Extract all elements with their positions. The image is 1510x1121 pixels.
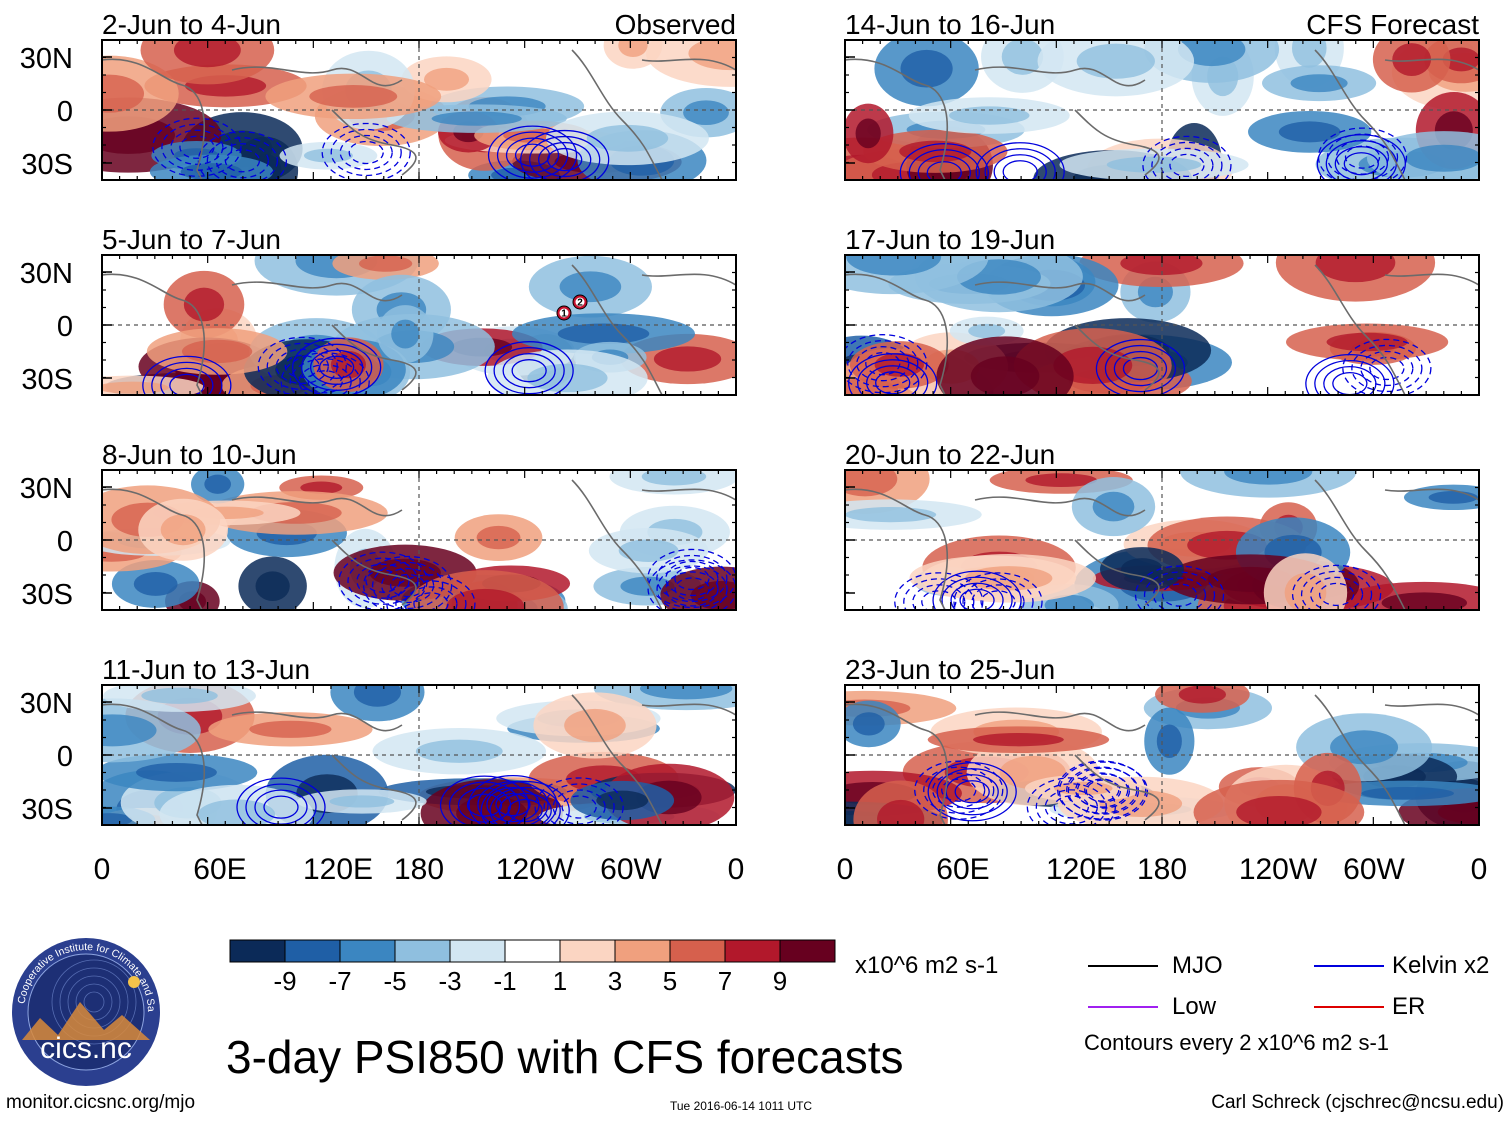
observed-header: Observed [615, 9, 736, 40]
colorbar-tick-label: -1 [493, 966, 516, 996]
contour-note: Contours every 2 x10^6 m2 s-1 [1084, 1030, 1390, 1055]
panel-3: 8-Jun to 10-Jun 30N 0 30S [20, 439, 737, 611]
panel-date-label: 20-Jun to 22-Jun [845, 439, 1055, 470]
units-label: x10^6 m2 s-1 [855, 952, 999, 979]
legend-label-er: ER [1392, 993, 1426, 1020]
forecast-header: CFS Forecast [1306, 9, 1479, 40]
psi850-field [845, 685, 1479, 825]
lon-label: 60E [193, 853, 246, 886]
lat-label: 0 [57, 96, 73, 128]
legend-label-low: Low [1172, 993, 1217, 1020]
lat-label: 0 [57, 526, 73, 558]
colorbar-swatch [284, 939, 341, 963]
lon-label: 0 [94, 853, 111, 886]
colorbar-tick-label: 3 [608, 966, 622, 996]
lon-label: 180 [394, 853, 444, 886]
footer-url: monitor.cicsnc.org/mjo [6, 1092, 196, 1113]
legend-line-er [1314, 1006, 1384, 1008]
lon-label: 120W [1239, 853, 1318, 886]
psi850-field [102, 470, 736, 610]
lon-label: 60W [1343, 853, 1405, 886]
colorbar-swatch [559, 939, 616, 963]
lon-label: 60E [936, 853, 989, 886]
lat-label: 30N [20, 688, 73, 720]
panel-date-label: 5-Jun to 7-Jun [102, 224, 281, 255]
lon-label: 120E [1046, 853, 1116, 886]
panel-7: 20-Jun to 22-Jun [844, 439, 1480, 611]
psi850-field [102, 685, 736, 825]
panel-date-label: 14-Jun to 16-Jun [845, 9, 1055, 40]
lon-label: 120E [303, 853, 373, 886]
colorbar-tick-label: 1 [553, 966, 567, 996]
colorbar-swatch [339, 939, 396, 963]
panel-date-label: 17-Jun to 19-Jun [845, 224, 1055, 255]
colorbar-swatch [614, 939, 671, 963]
longitude-axes: 0 60E 120E 180 120W 60W 0 0 60E 120E 180 120W 60W 0 [94, 853, 1488, 886]
panel-date-label: 8-Jun to 10-Jun [102, 439, 297, 470]
lon-label: 180 [1137, 853, 1187, 886]
panel-4: 11-Jun to 13-Jun 30N 0 30S [20, 654, 737, 826]
panel-2: 5-Jun to 7-Jun 30N 0 30S 12 [20, 224, 737, 396]
colorbar-tick-label: 7 [718, 966, 732, 996]
panel-date-label: 23-Jun to 25-Jun [845, 654, 1055, 685]
lat-label: 0 [57, 741, 73, 773]
lat-label: 30N [20, 473, 73, 505]
psi850-field [845, 40, 1479, 180]
lat-label: 30N [20, 258, 73, 290]
legend-label-kelvin: Kelvin x2 [1392, 952, 1490, 979]
colorbar: -9 -7 -5 -3 -1 1 3 5 7 9 [229, 939, 836, 996]
colorbar-swatch [449, 939, 506, 963]
colorbar-swatch [669, 939, 726, 963]
panel-8: 23-Jun to 25-Jun [844, 654, 1480, 826]
psi850-field [845, 470, 1479, 610]
lat-label: 30S [21, 794, 73, 826]
lat-label: 30S [21, 364, 73, 396]
legend-line-kelvin [1314, 965, 1384, 967]
colorbar-tick-label: -9 [273, 966, 296, 996]
figure-title: 3-day PSI850 with CFS forecasts [226, 1031, 904, 1083]
colorbar-swatch [724, 939, 781, 963]
colorbar-tick-label: 9 [773, 966, 787, 996]
legend: MJO Kelvin x2 Low ER Contours every 2 x1… [1084, 950, 1508, 1060]
footer-author: Carl Schreck (cjschrec@ncsu.edu) [1211, 1092, 1504, 1113]
colorbar-swatch [394, 939, 451, 963]
lon-label: 0 [728, 853, 745, 886]
lat-label: 30S [21, 579, 73, 611]
colorbar-swatch [229, 939, 286, 963]
colorbar-swatch [504, 939, 561, 963]
lon-label: 0 [837, 853, 854, 886]
colorbar-swatch [779, 939, 836, 963]
panel-1: 2-Jun to 4-Jun Observed 30N 0 30S [20, 9, 737, 181]
logo-text: cics.nc [40, 1032, 132, 1065]
legend-label-mjo: MJO [1172, 952, 1223, 979]
storm-marker-2: 2 [572, 294, 588, 310]
footer-timestamp: Tue 2016-06-14 1011 UTC [670, 1099, 813, 1113]
lat-label: 0 [57, 311, 73, 343]
panel-date-label: 2-Jun to 4-Jun [102, 9, 281, 40]
lat-label: 30N [20, 43, 73, 75]
lon-label: 60W [600, 853, 662, 886]
panel-date-label: 11-Jun to 13-Jun [102, 654, 310, 685]
legend-line-mjo [1088, 965, 1158, 967]
psi850-field [102, 40, 736, 180]
colorbar-tick-label: -3 [438, 966, 461, 996]
colorbar-tick-label: -7 [328, 966, 351, 996]
lon-label: 120W [496, 853, 575, 886]
colorbar-tick-label: 5 [663, 966, 677, 996]
legend-line-low [1088, 1006, 1158, 1008]
colorbar-tick-label: -5 [383, 966, 406, 996]
panel-6: 17-Jun to 19-Jun [844, 224, 1480, 396]
lat-label: 30S [21, 149, 73, 181]
storm-marker-1: 1 [556, 305, 572, 321]
panel-5: 14-Jun to 16-Jun CFS Forecast [844, 9, 1480, 181]
svg-text:2: 2 [577, 298, 583, 309]
svg-text:1: 1 [561, 309, 567, 320]
lon-label: 0 [1471, 853, 1488, 886]
